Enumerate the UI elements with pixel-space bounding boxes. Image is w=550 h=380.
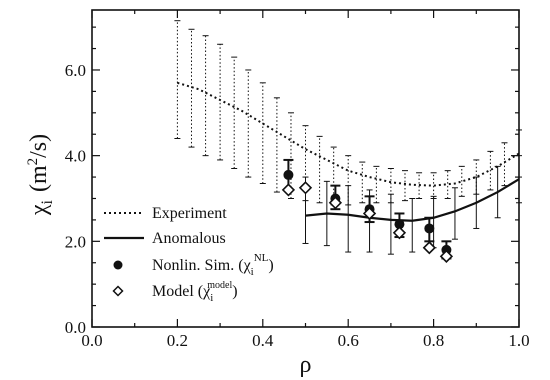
- x-tick-label: 0.4: [252, 331, 274, 350]
- x-axis-title: ρ: [300, 352, 312, 378]
- x-tick-label: 1.0: [508, 331, 529, 350]
- nonlin-point: [424, 223, 435, 234]
- x-tick-label: 0.0: [81, 331, 102, 350]
- x-tick-label: 0.2: [167, 331, 188, 350]
- y-tick-label: 2.0: [65, 232, 86, 251]
- y-axis-title: χi (m2/s): [25, 134, 56, 216]
- legend-model-sup: model: [207, 280, 232, 291]
- nonlin-point: [394, 219, 405, 230]
- legend-model-sub: i: [210, 292, 213, 304]
- y-label-unit-end: /s): [26, 134, 52, 158]
- model-point: [439, 249, 454, 263]
- y-axis-label-text: χi (m2/s): [25, 134, 56, 216]
- nonlin-point: [283, 169, 294, 180]
- model-point: [362, 206, 377, 221]
- y-label-unit: (m: [26, 165, 52, 192]
- y-tick-label: 0.0: [65, 318, 86, 337]
- y-tick-label: 6.0: [65, 61, 86, 80]
- markers-layer: [281, 169, 454, 263]
- legend-model-close: ): [232, 283, 237, 300]
- y-label-sub: i: [39, 199, 56, 204]
- model-point: [281, 183, 296, 197]
- model-point: [298, 181, 313, 195]
- legend-experiment-label: Experiment: [152, 205, 227, 222]
- legend-model-swatch: [112, 285, 124, 297]
- model-point: [392, 226, 407, 240]
- legend-anomalous-label: Anomalous: [152, 230, 226, 247]
- legend-nonlin-close: ): [268, 257, 273, 274]
- legend-nonlin-name: Nonlin. Sim. (: [152, 257, 244, 274]
- ticks-layer: [91, 10, 520, 328]
- legend-nonlin-label: Nonlin. Sim. (χiNL): [152, 252, 274, 278]
- legend-nonlin-sub: i: [251, 266, 254, 278]
- legend-model-name: Model (: [152, 283, 203, 300]
- x-tick-label: 0.6: [338, 331, 359, 350]
- y-tick-label: 4.0: [65, 147, 86, 166]
- legend-nonlin-symbol: χ: [243, 257, 252, 274]
- plot-frame: [91, 9, 520, 328]
- error-bars-layer: [174, 20, 522, 260]
- model-point: [422, 241, 436, 255]
- legend-model-label: Model (χimodel): [152, 280, 238, 304]
- model-point: [328, 196, 343, 210]
- anomalous-line: [305, 178, 520, 222]
- legend-model-symbol: χ: [202, 283, 211, 300]
- legend-nonlin-sup: NL: [254, 252, 269, 264]
- y-label-sup: 2: [25, 158, 41, 166]
- tick-labels-layer: 0.0 0.2 0.4 0.6 0.8 1.0 0.0 2.0 4.0 6.0: [65, 61, 530, 350]
- legend-nonlin-swatch: [113, 260, 123, 270]
- x-tick-label: 0.8: [423, 331, 444, 350]
- series-lines-layer: [177, 81, 520, 222]
- y-label-symbol: χ: [26, 204, 52, 216]
